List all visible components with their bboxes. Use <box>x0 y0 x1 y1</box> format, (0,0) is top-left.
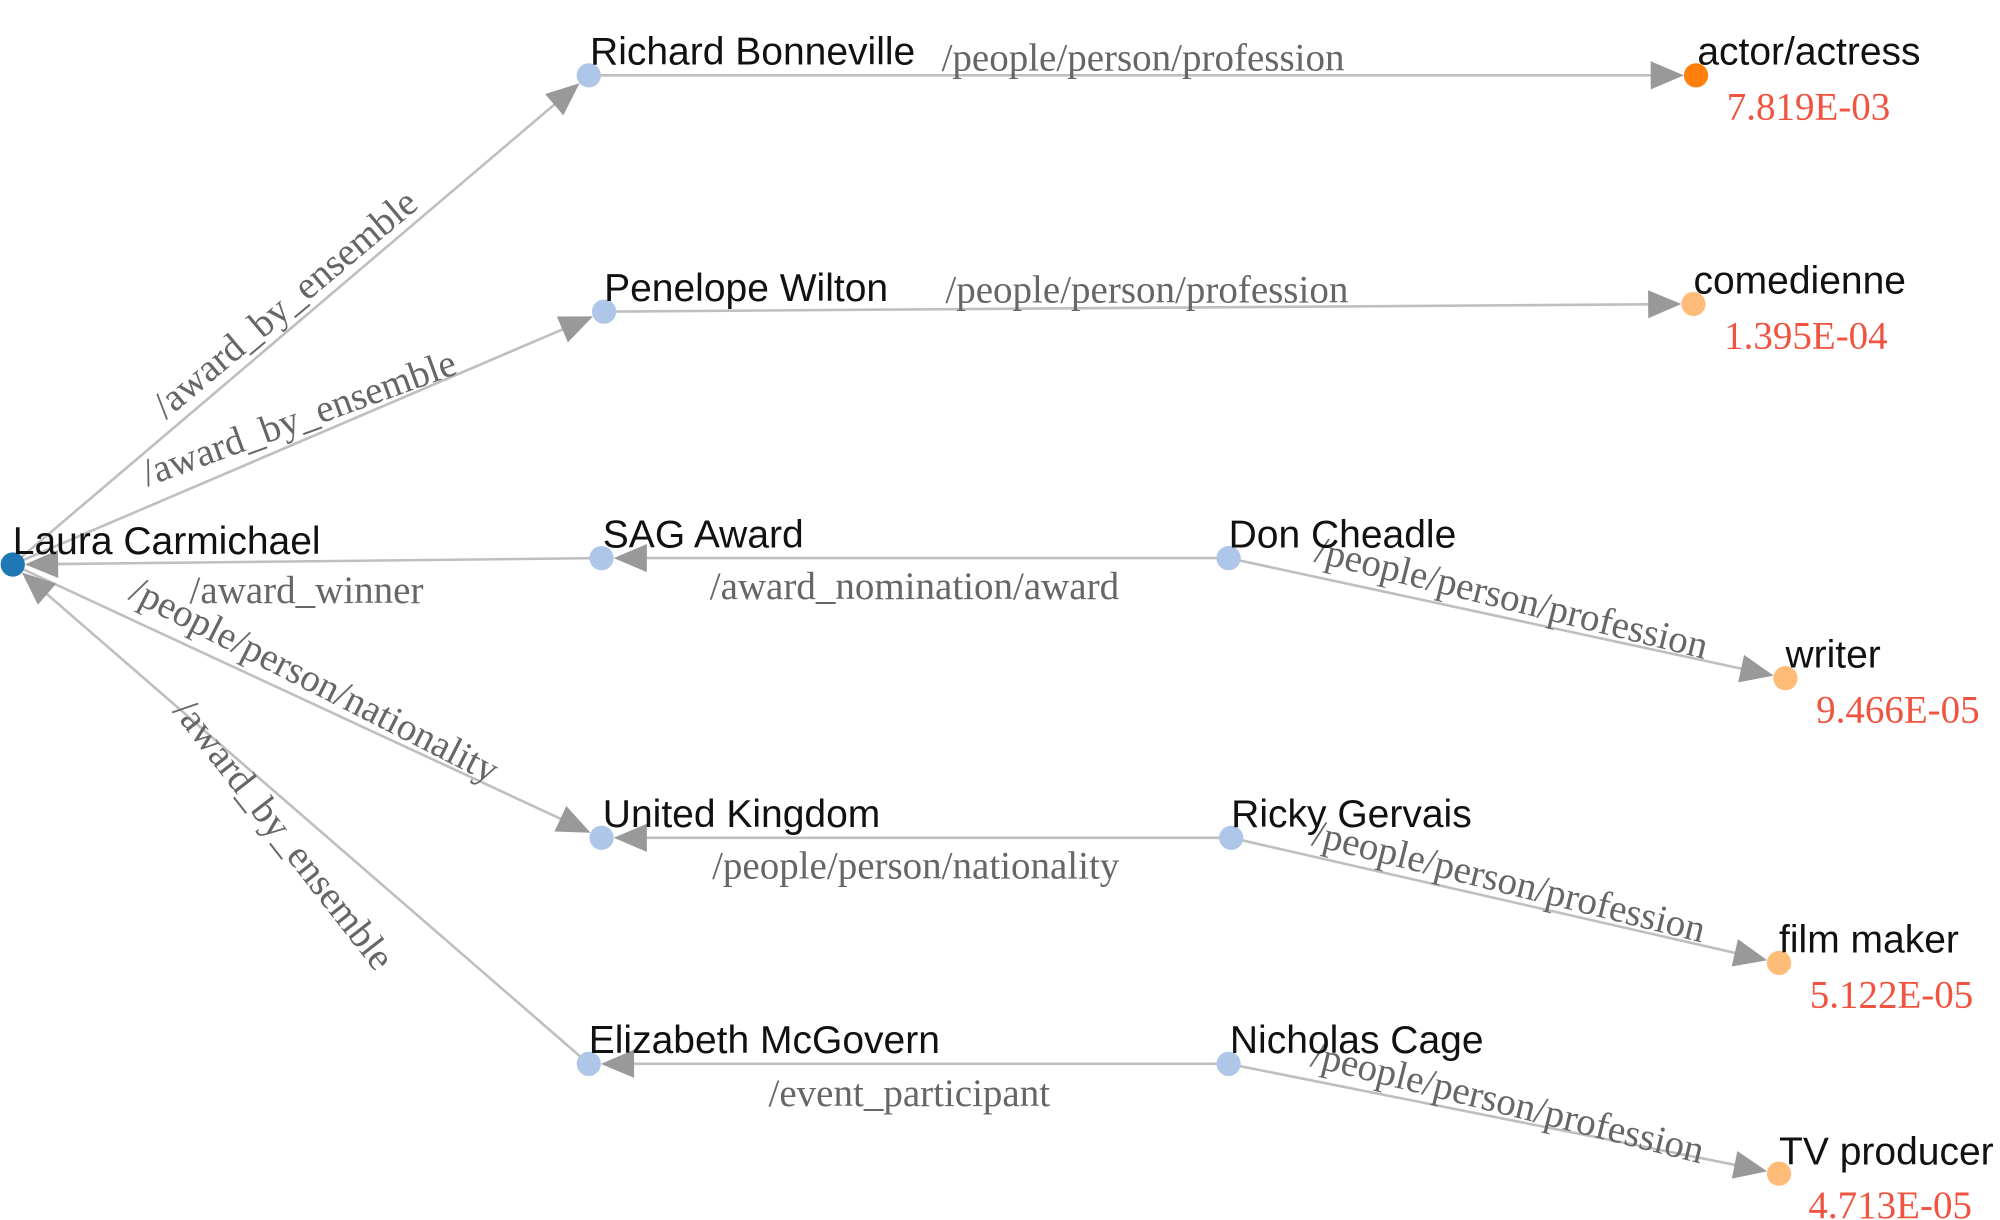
node-writer-label: writer <box>1784 634 1880 677</box>
node-actor-label: actor/actress <box>1697 31 1920 74</box>
arrow-head-icon <box>600 1049 635 1078</box>
node-laura-label: Laura Carmichael <box>13 520 321 563</box>
arrow-head-icon <box>554 805 591 833</box>
node-richard-label: Richard Bonneville <box>590 31 915 74</box>
edge-nicholas-to-tvproducer <box>1228 1062 1768 1179</box>
edge-label: /people/person/profession <box>942 36 1345 79</box>
edge-label: /award_winner <box>190 569 424 612</box>
node-filmmaker-score: 5.122E-05 <box>1810 973 1974 1016</box>
node-tvproducer-score: 4.713E-05 <box>1808 1184 1972 1220</box>
arrow-head-icon <box>1731 939 1768 967</box>
edge-line <box>12 563 563 821</box>
node-richard-dot[interactable] <box>576 63 601 88</box>
node-comedienne-score: 1.395E-04 <box>1724 314 1888 357</box>
node-filmmaker-dot[interactable] <box>1766 950 1792 976</box>
node-sag-dot[interactable] <box>589 545 614 571</box>
edge-ricky-to-uk <box>613 823 1232 852</box>
edge-richard-to-actor <box>588 61 1684 90</box>
node-uk-label: United Kingdom <box>603 793 881 836</box>
nodes-layer <box>0 63 1798 1186</box>
arrow-head-icon <box>1648 290 1682 319</box>
edge-elizabeth-to-laura <box>21 572 590 1065</box>
arrow-head-icon <box>613 544 647 573</box>
node-actor-score: 7.819E-03 <box>1727 86 1891 129</box>
node-writer-score: 9.466E-05 <box>1816 688 1980 731</box>
edge-line <box>56 556 602 566</box>
edge-line <box>1228 556 1744 671</box>
node-penelope-dot[interactable] <box>591 299 617 324</box>
node-tvproducer-label: TV producer <box>1779 1130 1994 1173</box>
arrow-head-icon <box>1731 1151 1768 1179</box>
node-sag-label: SAG Award <box>603 513 804 556</box>
edge-laura-to-penelope <box>12 316 593 566</box>
edge-line <box>604 302 1651 313</box>
arrow-head-icon <box>1738 654 1774 683</box>
edge-line <box>11 102 557 566</box>
edge-ricky-to-filmmaker <box>1230 836 1768 967</box>
node-ricky-label: Ricky Gervais <box>1231 793 1472 836</box>
node-tvproducer-dot[interactable] <box>1766 1161 1792 1186</box>
edge-label: /people/person/nationality <box>712 845 1120 888</box>
node-comedienne-label: comedienne <box>1693 259 1905 302</box>
edge-line <box>1228 1062 1737 1167</box>
edge-label: /award_by_ensemble <box>165 691 403 979</box>
edge-label: /award_nomination/award <box>710 565 1120 608</box>
node-don-dot[interactable] <box>1216 545 1241 571</box>
edges-layer <box>11 61 1774 1179</box>
arrow-head-icon <box>556 316 593 343</box>
node-nicholas-label: Nicholas Cage <box>1230 1019 1484 1062</box>
edge-laura-to-uk <box>12 563 591 833</box>
edge-don-to-writer <box>1228 556 1774 683</box>
edge-sag-to-laura <box>24 549 602 579</box>
arrow-head-icon <box>545 83 580 116</box>
node-uk-dot[interactable] <box>589 825 614 850</box>
node-actor-dot[interactable] <box>1683 63 1709 88</box>
arrow-head-icon <box>613 823 647 852</box>
node-labels-layer: Laura Carmichael Richard Bonneville Penelo… <box>13 31 1994 1220</box>
node-filmmaker-label: film maker <box>1779 918 1959 961</box>
edge-laura-to-richard <box>11 83 580 566</box>
edge-penelope-to-comedienne <box>604 290 1682 319</box>
edge-line <box>1230 836 1738 955</box>
node-elizabeth-dot[interactable] <box>576 1051 601 1076</box>
node-comedienne-dot[interactable] <box>1681 291 1706 317</box>
edge-line <box>44 591 590 1065</box>
node-laura-dot[interactable] <box>0 552 25 577</box>
node-penelope-label: Penelope Wilton <box>604 267 888 310</box>
node-don-label: Don Cheadle <box>1229 513 1457 556</box>
arrow-head-icon <box>1650 61 1684 90</box>
edge-label: /people/person/profession <box>945 269 1348 312</box>
arrow-head-icon <box>21 572 57 605</box>
node-elizabeth-label: Elizabeth McGovern <box>589 1019 940 1062</box>
node-ricky-dot[interactable] <box>1219 825 1244 850</box>
edge-nicholas-to-elizabeth <box>600 1049 1229 1078</box>
node-writer-dot[interactable] <box>1773 666 1798 691</box>
arrow-head-icon <box>24 549 59 579</box>
edge-labels-layer: /award_by_ensemble/award_by_ensemble/awa… <box>123 36 1712 1172</box>
edge-label: /event_participant <box>769 1072 1051 1115</box>
node-nicholas-dot[interactable] <box>1216 1051 1241 1076</box>
edge-don-to-sag <box>613 544 1229 573</box>
edge-line <box>12 327 565 566</box>
